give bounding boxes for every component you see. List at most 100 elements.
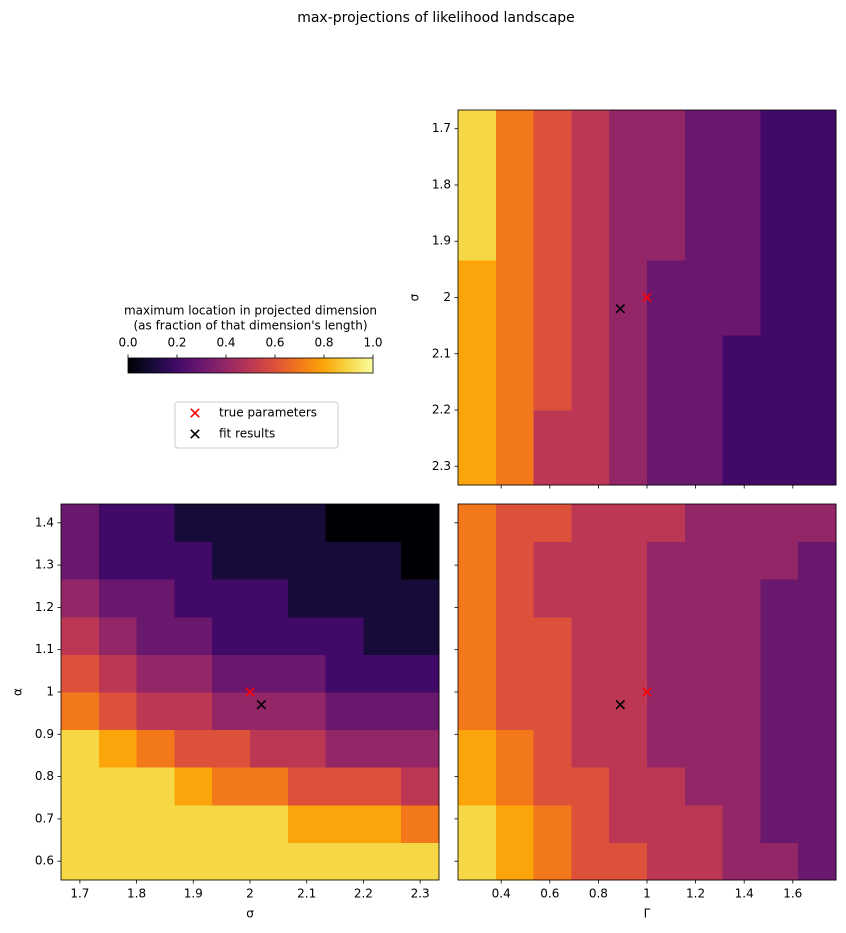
heatmap-cell	[136, 654, 175, 693]
heatmap-cell	[212, 767, 251, 806]
heatmap-cell	[98, 767, 138, 806]
heatmap-cell	[401, 579, 440, 618]
y-tick-label: 0.7	[35, 811, 54, 825]
heatmap-cell	[684, 767, 724, 806]
legend-label: true parameters	[219, 406, 317, 420]
heatmap-cell	[533, 147, 572, 186]
heatmap-cell	[401, 504, 440, 543]
heatmap-cell	[609, 541, 648, 580]
heatmap-cell	[533, 579, 572, 618]
heatmap-cell	[136, 804, 175, 843]
heatmap-cell	[722, 654, 761, 693]
heatmap-cell	[760, 541, 799, 580]
heatmap-cell	[287, 842, 327, 881]
heatmap-cell	[250, 692, 289, 731]
heatmap-cell	[609, 504, 648, 543]
marker	[642, 687, 652, 697]
heatmap-cell	[798, 110, 837, 148]
heatmap-cell	[401, 654, 440, 693]
heatmap-cell	[684, 541, 724, 580]
heatmap-cell	[212, 616, 251, 655]
heatmap-cell	[495, 842, 535, 881]
heatmap-cell	[136, 504, 175, 543]
heatmap-cell	[722, 504, 761, 543]
heatmap-cell	[798, 842, 837, 881]
heatmap-cell	[571, 297, 610, 336]
heatmap-cell	[722, 110, 761, 148]
heatmap-cell	[571, 410, 610, 448]
heatmap-cell	[533, 616, 572, 655]
heatmap-cell	[458, 260, 497, 298]
heatmap-cell	[647, 842, 686, 881]
marker	[642, 292, 652, 303]
figure-title: max-projections of likelihood landscape	[297, 10, 575, 26]
colorbar-tick-label: 0.6	[265, 336, 284, 350]
y-tick-label: 1.3	[35, 558, 54, 572]
heatmap-cell	[798, 147, 837, 186]
heatmap-cell	[458, 654, 497, 693]
colorbar-label: (as fraction of that dimension's length)	[133, 319, 367, 333]
y-tick-label: 2	[443, 290, 451, 304]
heatmap-cell	[458, 335, 497, 373]
y-tick-label: 1	[46, 685, 54, 699]
heatmap-cell	[495, 185, 535, 223]
heatmap-cell	[212, 579, 251, 618]
heatmap-cell	[609, 335, 648, 373]
heatmap-cell	[250, 541, 289, 580]
heatmap-cell	[684, 729, 724, 768]
heatmap-cell	[287, 616, 327, 655]
heatmap-cell	[287, 654, 327, 693]
heatmap-cell	[647, 185, 686, 223]
heatmap-cell	[760, 110, 799, 148]
heatmap-cell	[609, 260, 648, 298]
heatmap-cell	[571, 654, 610, 693]
heatmap-cell	[798, 260, 837, 298]
heatmap-cell	[325, 541, 364, 580]
heatmap-cell	[684, 185, 724, 223]
heatmap-cell	[98, 541, 138, 580]
heatmap-cell	[571, 372, 610, 411]
heatmap-cell	[647, 297, 686, 336]
heatmap-cell	[647, 335, 686, 373]
heatmap-cell	[798, 616, 837, 655]
heatmap-cell	[798, 410, 837, 448]
heatmap-cell	[212, 842, 251, 881]
heatmap-cell	[533, 541, 572, 580]
heatmap-cell	[798, 222, 837, 261]
heatmap-cell	[458, 541, 497, 580]
legend-label: fit results	[219, 427, 275, 441]
heatmap-cell	[495, 410, 535, 448]
heatmap-cell	[647, 504, 686, 543]
heatmap-cell	[609, 185, 648, 223]
heatmap-cell	[798, 372, 837, 411]
heatmap-cell	[98, 842, 138, 881]
x-tick-label: 0.4	[492, 887, 511, 901]
heatmap-cell	[760, 504, 799, 543]
heatmap-cell	[325, 804, 364, 843]
heatmap-cell	[684, 260, 724, 298]
heatmap-cell	[647, 222, 686, 261]
heatmap-cell	[212, 654, 251, 693]
heatmap-cell	[458, 804, 497, 843]
heatmap-cell	[647, 447, 686, 486]
heatmap-cell	[647, 110, 686, 148]
colorbar-tick-label: 0.8	[314, 336, 333, 350]
x-axis-label: σ	[246, 907, 254, 921]
heatmap-cell	[533, 729, 572, 768]
y-tick-label: 1.2	[35, 600, 54, 614]
heatmap-cell	[61, 767, 100, 806]
heatmap-cell	[533, 842, 572, 881]
heatmap-cell	[684, 842, 724, 881]
heatmap-cell	[98, 729, 138, 768]
heatmap-cell	[798, 804, 837, 843]
heatmap-cell	[647, 579, 686, 618]
heatmap-cell	[98, 616, 138, 655]
heatmap-cell	[458, 729, 497, 768]
heatmap-cell	[760, 729, 799, 768]
heatmap-cell	[250, 616, 289, 655]
heatmap-cell	[760, 616, 799, 655]
heatmap-cell	[798, 654, 837, 693]
heatmap-cell	[458, 842, 497, 881]
colorbar-label: maximum location in projected dimension	[124, 304, 377, 318]
